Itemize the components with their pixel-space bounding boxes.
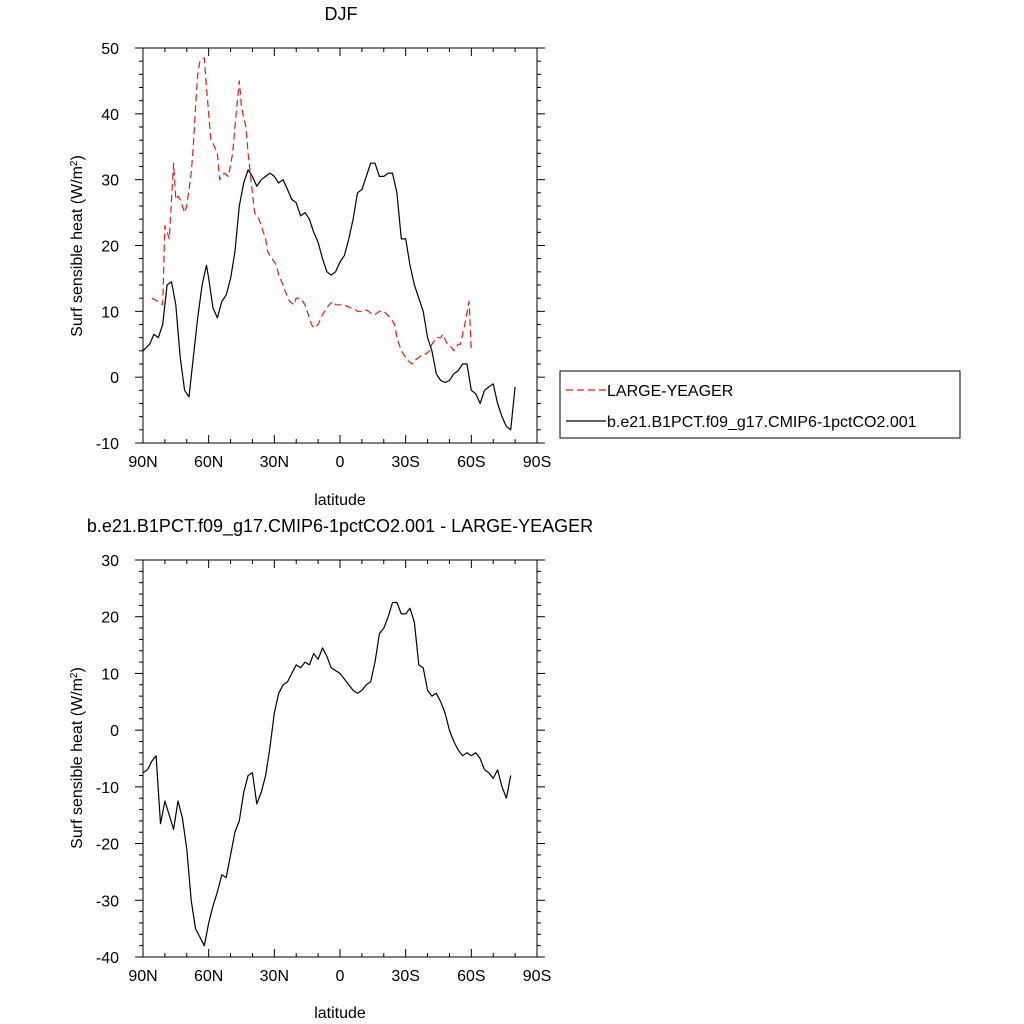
top-x-tick-label: 30N (260, 454, 289, 471)
top-y-tick-label: 10 (101, 304, 119, 321)
top-panel: DJF 90N 60N 30N 0 30S 60S 90S -10 0 10 20 30 40 50 la… (69, 4, 552, 509)
bottom-y-tick-label: -40 (96, 950, 119, 967)
bottom-y-axis-label: Surf sensible heat (W/m2) (69, 667, 87, 849)
bottom-x-axis-label: latitude (314, 1005, 366, 1022)
top-y-tick-label: -10 (96, 436, 119, 453)
bottom-plot-area (142, 601, 512, 947)
bottom-x-tick-label: 90S (523, 968, 551, 985)
top-y-axis-label-main: Surf sensible heat (W/m (69, 166, 86, 337)
bottom-y-tick-label: -10 (96, 780, 119, 797)
top-x-tick-label: 90N (128, 454, 157, 471)
top-series-line-0 (151, 57, 472, 365)
bottom-x-tick-label: 30S (391, 968, 419, 985)
top-x-tick-label: 90S (523, 454, 551, 471)
bottom-x-tick-label: 90N (128, 968, 157, 985)
bottom-y-tick-label: -30 (96, 893, 119, 910)
top-axis-ticks: 90N 60N 30N 0 30S 60S 90S -10 0 10 20 30 40 50 (96, 41, 551, 471)
top-x-tick-label: 30S (391, 454, 419, 471)
bottom-y-axis-label-close: ) (69, 667, 86, 672)
bottom-plot-frame (142, 559, 538, 958)
top-y-tick-label: 50 (101, 41, 119, 58)
bottom-y-tick-label: -20 (96, 837, 119, 854)
bottom-y-tick-label: 0 (110, 723, 119, 740)
bottom-y-tick-label: 30 (101, 553, 119, 570)
top-y-axis-label-close: ) (69, 155, 86, 160)
bottom-x-tick-label: 60N (194, 968, 223, 985)
top-x-tick-label: 60N (194, 454, 223, 471)
bottom-y-tick-label: 10 (101, 666, 119, 683)
legend-label-large-yeager: LARGE-YEAGER (607, 383, 733, 400)
bottom-x-tick-label: 60S (457, 968, 485, 985)
bottom-y-axis-label-sup: 2 (69, 672, 80, 678)
bottom-axis-ticks: 90N 60N 30N 0 30S 60S 90S -40 -30 -20 -10 0 10 20 30 (96, 553, 551, 985)
legend-box (559, 370, 961, 439)
top-x-axis-label: latitude (314, 492, 366, 509)
top-y-tick-label: 40 (101, 107, 119, 124)
bottom-chart-title: b.e21.B1PCT.f09_g17.CMIP6-1pctCO2.001 - … (87, 516, 593, 537)
top-y-tick-label: 20 (101, 239, 119, 256)
top-y-axis-label: Surf sensible heat (W/m2) (69, 155, 87, 337)
top-series-line-1 (142, 162, 516, 431)
bottom-y-tick-label: 20 (101, 610, 119, 627)
legend: LARGE-YEAGER b.e21.B1PCT.f09_g17.CMIP6-1… (559, 370, 961, 439)
top-y-tick-label: 30 (101, 173, 119, 190)
legend-label-cmip6: b.e21.B1PCT.f09_g17.CMIP6-1pctCO2.001 (607, 414, 917, 431)
top-plot-frame (142, 47, 538, 444)
bottom-series-line-0 (142, 601, 512, 947)
top-plot-area (142, 57, 516, 431)
top-chart-title: DJF (325, 4, 358, 24)
top-x-tick-label: 60S (457, 454, 485, 471)
top-y-axis-label-sup: 2 (69, 160, 80, 166)
top-y-tick-label: 0 (110, 370, 119, 387)
bottom-x-tick-label: 30N (260, 968, 289, 985)
bottom-panel: b.e21.B1PCT.f09_g17.CMIP6-1pctCO2.001 - … (69, 516, 594, 1022)
bottom-y-axis-label-main: Surf sensible heat (W/m (69, 678, 86, 849)
bottom-x-tick-label: 0 (336, 968, 345, 985)
top-x-tick-label: 0 (336, 454, 345, 471)
